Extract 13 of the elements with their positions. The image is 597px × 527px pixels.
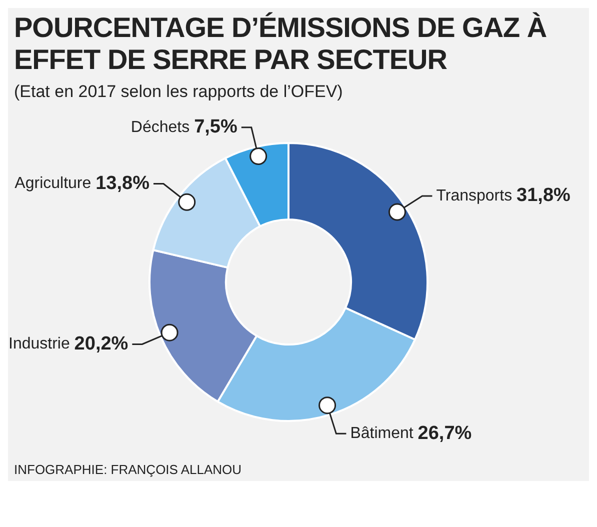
data-label: 31,8% [516, 185, 571, 206]
text: INFOGRAPHIE: FRANÇOIS ALLANOU [13, 462, 243, 479]
slice-label: Industrie [8, 336, 74, 353]
data-label: 13,8% [96, 172, 150, 194]
slice-label: Déchets [130, 118, 194, 136]
chart-subtitle: (Etat en 2017 selon les rapports de l’OFEV) [13, 81, 344, 102]
data-label: 26,7% [418, 422, 472, 444]
slice-label: Bâtiment [350, 425, 418, 442]
slice-label: Agriculture [14, 175, 96, 192]
data-label: 7,5% [194, 116, 238, 138]
chart-title: POURCENTAGE D’ÉMISSIONS DE GAZ À EFFET DE SERRE PAR SECTEUR [13, 11, 548, 76]
data-label: 20,2% [74, 333, 128, 354]
slice-label: Transports [436, 187, 517, 204]
